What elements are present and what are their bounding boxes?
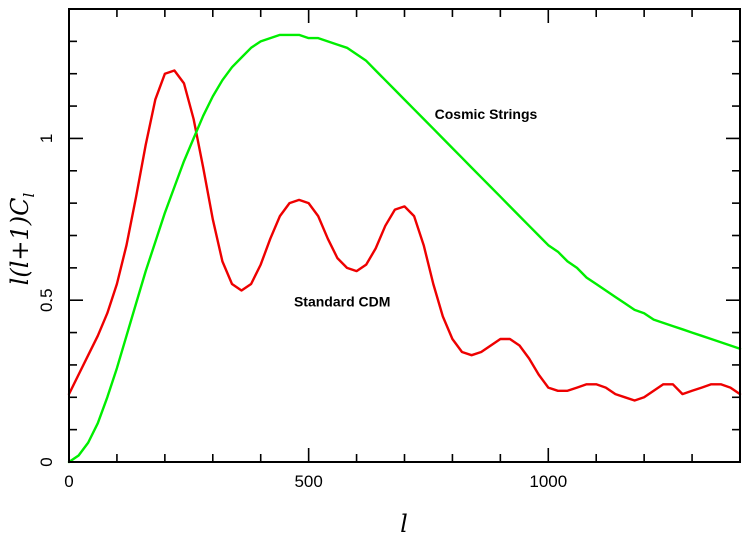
series-layer bbox=[67, 33, 742, 464]
x-tick-label: 1000 bbox=[529, 472, 567, 491]
y-tick-label: 1 bbox=[37, 134, 56, 143]
series-0-line bbox=[67, 69, 742, 402]
y-tick-label: 0.5 bbox=[37, 288, 56, 312]
axes-layer bbox=[68, 8, 741, 463]
annotation-0: Cosmic Strings bbox=[435, 106, 538, 122]
x-axis-title: l bbox=[400, 510, 408, 538]
x-tick-label: 0 bbox=[64, 472, 73, 491]
x-tick-label: 500 bbox=[294, 472, 322, 491]
labels-layer: 0 500 1000 0 0.5 1 Cosmic Strings Standard CDM bbox=[37, 106, 567, 491]
y-axis-title: l(l+1)Cl bbox=[6, 192, 38, 285]
plot-frame bbox=[68, 8, 741, 463]
y-tick-label: 0 bbox=[37, 457, 56, 466]
annotation-1: Standard CDM bbox=[294, 294, 390, 310]
series-1-line bbox=[67, 33, 742, 464]
